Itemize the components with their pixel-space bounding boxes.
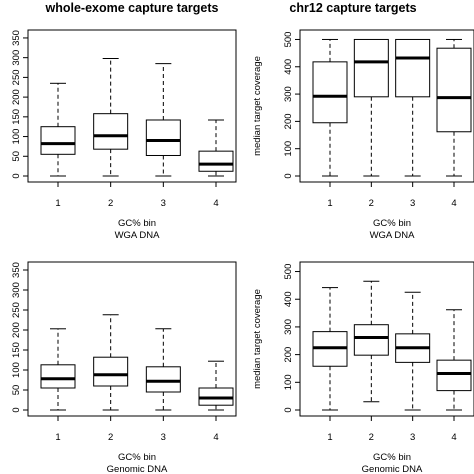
box-1 (312, 38, 348, 177)
x-tick-label: 3 (161, 432, 166, 443)
box-3 (145, 63, 181, 177)
y-tick-label: 200 (283, 113, 294, 129)
x-tick-label: 3 (410, 432, 415, 443)
y-tick-label: 350 (11, 30, 22, 46)
y-tick-label: 250 (11, 69, 22, 85)
iqr-box (353, 38, 389, 98)
iqr-box (312, 61, 348, 124)
x-tick-label: 2 (369, 432, 374, 443)
chart-panel-1: whole-exome capture targets 0 50 100 150 200 2… (11, 1, 237, 241)
y-tick-label: 300 (11, 282, 22, 298)
box-1 (40, 328, 76, 411)
y-tick-label: 150 (11, 109, 22, 125)
y-tick-label: 100 (283, 141, 294, 157)
iqr-box (40, 364, 76, 389)
y-tick-label: 50 (11, 151, 22, 162)
y-tick-label: 100 (11, 129, 22, 145)
x-tick-label: 4 (213, 198, 218, 209)
box-2 (353, 280, 389, 403)
y-tick-label: 300 (283, 86, 294, 102)
y-tick-label: 0 (283, 173, 294, 178)
box-1 (40, 82, 76, 177)
x-axis-label: GC% bin (373, 452, 411, 463)
y-tick-label: 0 (11, 173, 22, 178)
box-4 (436, 309, 472, 411)
chart-panel-3: 0 50 100 150 200 250 300 350 1 2 3 4 GC% binGenomic … (11, 261, 237, 474)
iqr-box (353, 324, 389, 356)
box-2 (93, 314, 129, 411)
x-tick-label: 2 (108, 198, 113, 209)
chart-title: whole-exome capture targets (45, 1, 219, 15)
box-1 (312, 287, 348, 411)
x-tick-label: 2 (369, 198, 374, 209)
box-3 (395, 38, 431, 177)
y-tick-label: 100 (283, 374, 294, 390)
iqr-box (436, 47, 472, 133)
iqr-box (198, 150, 234, 172)
box-2 (353, 38, 389, 177)
x-axis-label: GC% bin (118, 452, 156, 463)
iqr-box (145, 119, 181, 156)
x-tick-label: 1 (327, 198, 332, 209)
iqr-box (40, 126, 76, 155)
x-axis-sublabel: WGA DNA (370, 230, 416, 241)
y-tick-label: 250 (11, 302, 22, 318)
y-axis-label: median target coverage (252, 289, 263, 389)
x-axis-sublabel: Genomic DNA (362, 464, 423, 474)
plot-frame (299, 261, 474, 417)
x-tick-label: 3 (410, 198, 415, 209)
x-tick-label: 4 (213, 432, 218, 443)
y-tick-label: 400 (283, 59, 294, 75)
box-3 (395, 291, 431, 411)
chart-title: chr12 capture targets (289, 1, 416, 15)
y-tick-label: 200 (283, 347, 294, 363)
plot-frame (27, 29, 237, 183)
iqr-box (436, 359, 472, 392)
y-tick-label: 500 (283, 264, 294, 280)
x-axis-label: GC% bin (118, 218, 156, 229)
x-axis-label: GC% bin (373, 218, 411, 229)
y-tick-label: 0 (283, 407, 294, 412)
plot-frame (299, 29, 474, 183)
chart-panel-4: 0 100 200 300 400 500 median target coverage 1 2… (252, 261, 474, 474)
box-4 (436, 38, 472, 177)
y-tick-label: 500 (283, 32, 294, 48)
iqr-box (93, 113, 129, 150)
x-tick-label: 1 (55, 198, 60, 209)
y-tick-label: 300 (11, 50, 22, 66)
y-tick-label: 400 (283, 291, 294, 307)
y-tick-label: 200 (11, 89, 22, 105)
box-3 (145, 328, 181, 411)
y-tick-label: 300 (283, 319, 294, 335)
box-2 (93, 57, 129, 177)
y-tick-label: 150 (11, 342, 22, 358)
x-tick-label: 4 (451, 432, 456, 443)
y-tick-label: 350 (11, 262, 22, 278)
y-tick-label: 200 (11, 322, 22, 338)
x-tick-label: 4 (451, 198, 456, 209)
iqr-box (145, 366, 181, 393)
y-tick-label: 100 (11, 362, 22, 378)
x-tick-label: 1 (327, 432, 332, 443)
y-axis-label: median target coverage (252, 56, 263, 156)
x-axis-sublabel: Genomic DNA (107, 464, 168, 474)
box-4 (198, 360, 234, 411)
x-tick-label: 3 (161, 198, 166, 209)
x-axis-sublabel: WGA DNA (115, 230, 161, 241)
iqr-box (395, 38, 431, 98)
y-tick-label: 0 (11, 407, 22, 412)
box-4 (198, 119, 234, 177)
x-tick-label: 2 (108, 432, 113, 443)
chart-panel-2: chr12 capture targets 0 100 200 300 400 500 med… (252, 1, 474, 241)
y-tick-label: 50 (11, 385, 22, 396)
iqr-box (93, 356, 129, 387)
x-tick-label: 1 (55, 432, 60, 443)
plot-frame (27, 261, 237, 417)
